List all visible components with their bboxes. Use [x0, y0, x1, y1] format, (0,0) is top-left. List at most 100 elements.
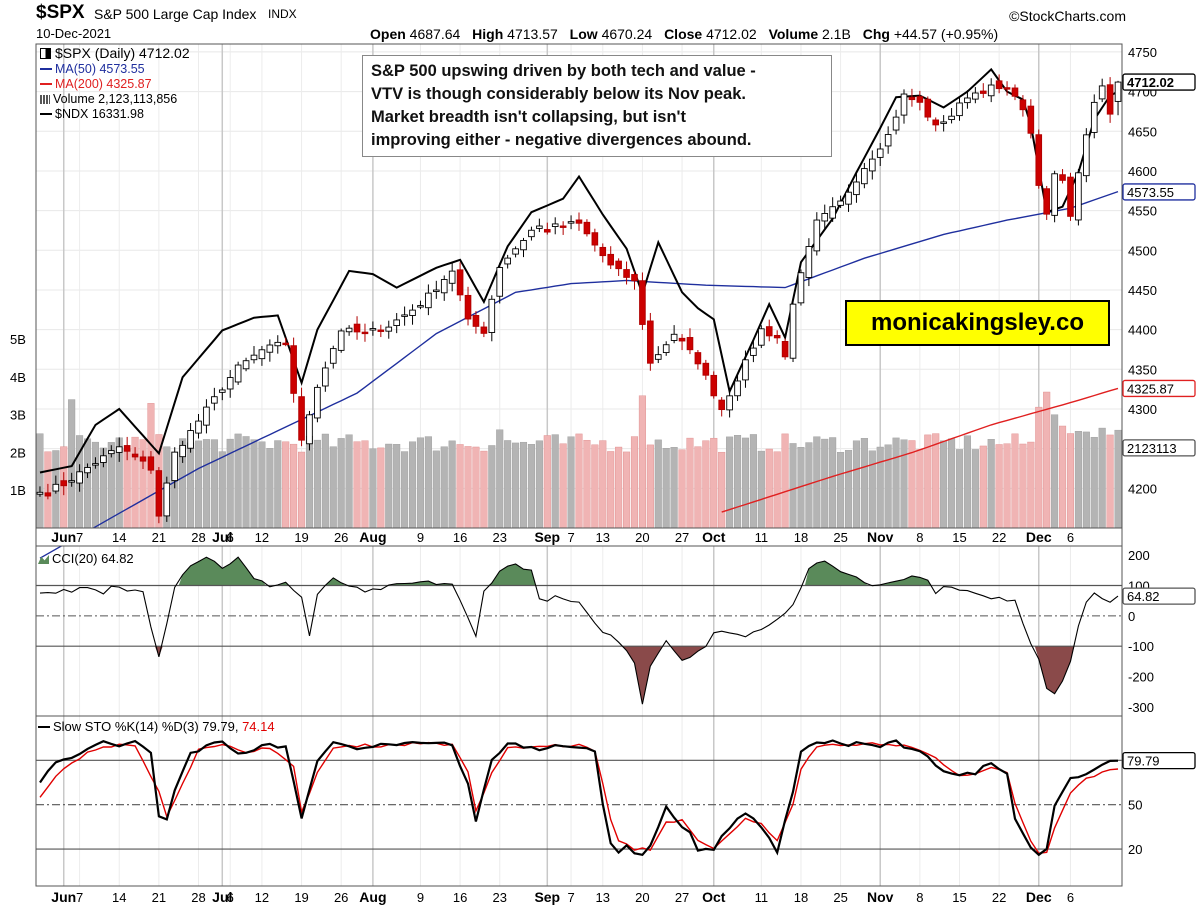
volume-bars: [36, 391, 1122, 529]
x-tick-label-upper: 22: [992, 530, 1006, 545]
x-tick-label-upper: 8: [916, 530, 923, 545]
volume-bar: [1035, 406, 1043, 529]
candle-body: [504, 257, 511, 265]
volume-bar: [734, 435, 742, 529]
candle-body: [131, 453, 139, 458]
candle-body: [361, 331, 369, 335]
candle-body: [853, 181, 860, 196]
chart-date: 10-Dec-2021: [36, 26, 112, 41]
sto-d-line: [39, 741, 1119, 854]
volume-bar: [218, 451, 226, 529]
candle-body: [908, 96, 916, 101]
candle-body: [1059, 174, 1066, 181]
volume-bar: [559, 443, 567, 529]
volume-bar: [1082, 431, 1090, 529]
price-tick-label: 4750: [1128, 45, 1157, 60]
candle-body: [892, 116, 900, 131]
x-tick-label-lower: 23: [492, 890, 506, 905]
candle-body: [472, 315, 480, 327]
volume-bar: [821, 438, 829, 529]
candle-body: [758, 328, 765, 346]
candle-body: [1106, 84, 1114, 115]
sto-d-value: 74.14: [242, 719, 275, 734]
candle-body: [44, 492, 52, 497]
x-tick-label-upper: Dec: [1026, 529, 1052, 545]
volume-bar: [710, 437, 718, 529]
volume-bar: [194, 440, 203, 529]
x-tick-label-lower: 6: [227, 890, 234, 905]
candle-body: [147, 456, 155, 471]
volume-bar: [948, 438, 956, 529]
x-tick-label-lower: 15: [952, 890, 966, 905]
volume-bar: [551, 434, 559, 529]
candle-body: [123, 445, 131, 452]
axis-labels: 4200425043004350440044504500455046004650…: [10, 45, 1157, 905]
watermark-text: monicakingsley.co: [871, 309, 1084, 336]
volume-bar: [512, 442, 520, 529]
ohlc-close-value: 4712.02: [706, 26, 757, 42]
volume-bar: [298, 451, 306, 529]
candle-body: [52, 483, 60, 492]
candle-body: [956, 102, 963, 117]
candle-body: [179, 444, 186, 458]
volume-bar: [187, 442, 195, 529]
ohlc-close-label: Close: [664, 26, 703, 42]
x-tick-label-lower: 12: [255, 890, 269, 905]
volume-bar: [377, 447, 385, 529]
volume-bar: [480, 450, 488, 529]
value-tags: 4712.02 4573.55 4325.87 2123113 64.82 79.79: [1122, 73, 1196, 770]
x-tick-label-lower: 8: [916, 890, 923, 905]
volume-bar: [615, 446, 623, 529]
candle-body: [298, 396, 305, 441]
x-tick-label-upper: Jul: [212, 529, 232, 545]
candle-body: [876, 148, 884, 158]
x-tick-label-lower: 22: [992, 890, 1006, 905]
cci-overbought-fill: [487, 564, 536, 586]
candle-body: [218, 389, 226, 393]
candle-body: [567, 221, 575, 224]
volume-bar: [852, 440, 860, 529]
candle-body: [1051, 173, 1058, 216]
panel-frames: [35, 43, 1123, 887]
x-tick-label-lower: 9: [417, 890, 424, 905]
candle-body: [979, 90, 987, 94]
ohlc-high-label: High: [472, 26, 504, 42]
ma50-line: [39, 190, 1119, 559]
candle-body: [512, 248, 519, 255]
volume-tick-label: 4B: [10, 370, 26, 385]
chart-header: $SPX S&P 500 Large Cap Index INDX ©Stock…: [0, 0, 1200, 44]
volume-bar: [678, 449, 686, 529]
candle-body: [1011, 87, 1019, 97]
x-tick-label-lower: 7: [76, 890, 83, 905]
ohlc-bar: Open 4687.64 High 4713.57 Low 4670.24 Cl…: [370, 26, 998, 42]
candle-body: [536, 225, 543, 229]
candle-body: [322, 367, 329, 387]
volume-bar: [519, 441, 528, 529]
volume-bar: [1019, 443, 1027, 529]
volume-bar: [1051, 414, 1059, 529]
candle-body: [694, 352, 702, 365]
legend-label: $SPX (Daily) 4712.02: [55, 45, 190, 61]
sto-value-tag-text: 79.79: [1127, 754, 1160, 769]
candle-body: [678, 337, 686, 342]
volume-bar: [741, 437, 749, 529]
volume-bar: [924, 434, 932, 529]
candle-body: [409, 309, 416, 316]
x-tick-label-lower: Aug: [359, 889, 386, 905]
price-tick-label: 4600: [1128, 164, 1157, 179]
cci-overbought-fill: [178, 557, 266, 586]
cci-tick-label: -100: [1128, 639, 1154, 654]
x-tick-label-lower: 21: [152, 890, 166, 905]
candle-body: [274, 341, 282, 347]
x-tick-label-upper: 6: [227, 530, 234, 545]
x-tick-label-lower: 27: [675, 890, 689, 905]
candle-body: [187, 430, 194, 449]
candle-body: [964, 97, 971, 104]
volume-bar: [527, 444, 535, 529]
candle-body: [734, 380, 741, 397]
candle-body: [528, 229, 535, 238]
x-tick-label-lower: Sep: [534, 889, 560, 905]
price-tick-label: 4500: [1128, 243, 1157, 258]
sto-value-tag-box: [1122, 752, 1196, 770]
x-tick-label-upper: 6: [1067, 530, 1074, 545]
